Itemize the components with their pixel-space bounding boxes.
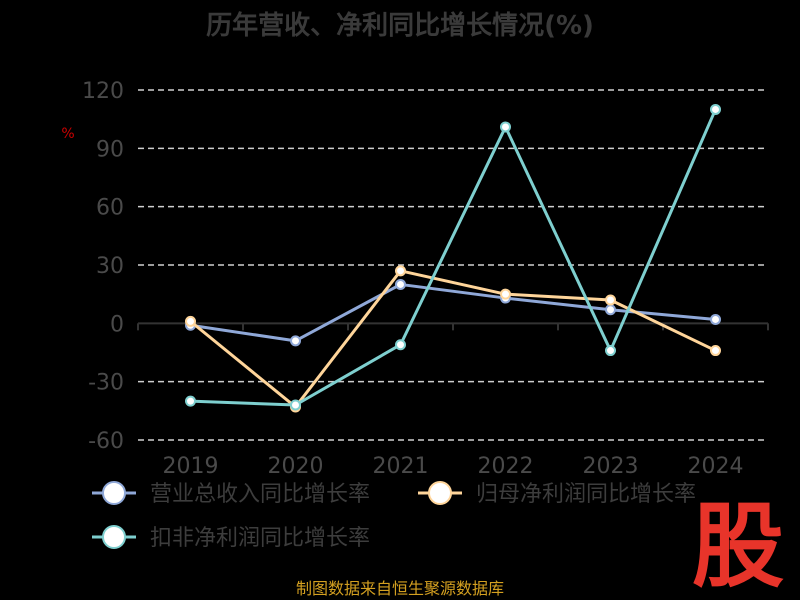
data-point — [395, 339, 406, 351]
y-tick-label: 30 — [96, 254, 124, 279]
data-point — [605, 294, 616, 306]
data-point — [185, 315, 196, 327]
x-tick-label: 2023 — [583, 454, 639, 479]
legend-label: 扣非净利润同比增长率 — [150, 526, 370, 551]
legend-item: 归母净利润同比增长率 — [418, 481, 696, 507]
y-tick-label: -60 — [88, 429, 124, 454]
data-point — [395, 278, 406, 290]
series-line — [190, 108, 717, 407]
data-point — [605, 345, 616, 357]
x-tick-label: 2024 — [688, 454, 744, 479]
x-tick-label: 2021 — [373, 454, 429, 479]
x-tick-label: 2020 — [268, 454, 324, 479]
series-3 — [185, 103, 721, 411]
legend-label: 营业总收入同比增长率 — [150, 482, 370, 507]
legend-marker — [102, 525, 126, 549]
legend-item: 营业总收入同比增长率 — [92, 481, 370, 507]
y-tick-layer: 120 90 60 30 0 -30 -60 — [82, 79, 124, 454]
data-point — [500, 121, 511, 133]
legend-marker — [428, 481, 452, 505]
y-tick-label: 120 — [82, 79, 124, 104]
legend-marker — [102, 481, 126, 505]
x-tick-label: 2022 — [478, 454, 534, 479]
x-tick-label: 2019 — [163, 454, 219, 479]
y-axis-unit: % — [61, 126, 74, 142]
watermark-logo: 股 — [692, 493, 784, 600]
data-point — [500, 288, 511, 300]
series-2 — [185, 265, 721, 413]
x-tick-layer: 2019 2020 2021 2022 2023 2024 — [163, 454, 744, 479]
y-tick-label: 90 — [96, 137, 124, 162]
legend-label: 归母净利润同比增长率 — [476, 482, 696, 507]
y-tick-label: 0 — [110, 312, 124, 337]
y-tick-label: 60 — [96, 196, 124, 221]
y-tick-label: -30 — [88, 371, 124, 396]
data-point — [710, 103, 721, 115]
data-point — [290, 399, 301, 411]
series-layer — [185, 103, 721, 413]
data-point — [290, 335, 301, 347]
chart-title: 历年营收、净利同比增长情况(%) — [206, 10, 594, 41]
data-point — [185, 395, 196, 407]
legend-item: 扣非净利润同比增长率 — [92, 525, 370, 551]
data-point — [605, 304, 616, 316]
data-point — [710, 345, 721, 357]
grid-layer — [137, 89, 769, 441]
source-note: 制图数据来自恒生聚源数据库 — [296, 579, 504, 598]
data-point — [395, 265, 406, 277]
data-point — [710, 313, 721, 325]
